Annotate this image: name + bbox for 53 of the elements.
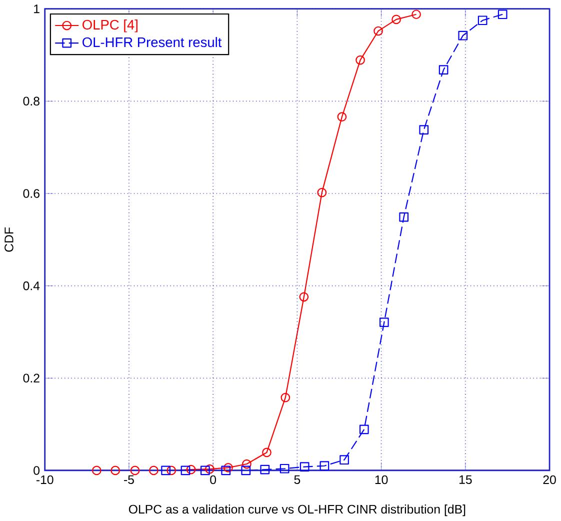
point [478,16,488,26]
point [419,125,429,135]
point [498,10,508,20]
point [299,292,309,302]
point [438,65,448,75]
point [317,188,327,198]
x-tick-label: 20 [543,476,556,484]
y-tick-label: 0.4 [23,282,40,290]
point [221,466,231,476]
point [149,466,158,476]
point [186,465,196,474]
x-tick-label: 15 [459,476,472,484]
point [110,466,120,476]
point [161,466,170,476]
y-tick-label: 0 [34,466,40,476]
y-tick-label: 0.2 [23,374,40,383]
point [260,465,270,474]
point [337,112,347,122]
legend-label: OL-HFR Present result [82,37,222,48]
point [166,466,176,476]
point [399,212,409,222]
point [392,14,401,24]
point [205,464,214,474]
point [280,464,290,474]
point [280,393,290,402]
point [412,10,421,20]
point [300,462,310,472]
point [340,455,349,465]
x-tick-label: -5 [124,476,134,484]
point [458,31,468,40]
point [200,466,210,476]
x-tick-label: 0 [210,476,216,484]
point [241,466,251,476]
point [262,448,272,458]
y-axis-title: CDF [4,228,14,252]
x-axis-title: OLPC as a validation curve vs OL-HFR CINR distribution [dB] [128,504,466,516]
point [224,463,233,473]
y-tick-label: 0.6 [23,189,40,198]
y-tick-label: 1 [34,4,40,14]
x-tick-label: -10 [36,476,54,484]
point [180,466,190,476]
legend-label: OLPC [4] [82,20,138,32]
point [374,26,383,36]
x-tick-label: 5 [294,476,300,484]
y-tick-label: 0.8 [23,96,40,106]
point [92,466,102,476]
point [379,318,389,328]
point [320,461,330,471]
point [359,424,369,434]
point [356,56,365,65]
point [130,466,140,476]
point [242,460,252,469]
x-tick-label: 10 [375,476,388,484]
